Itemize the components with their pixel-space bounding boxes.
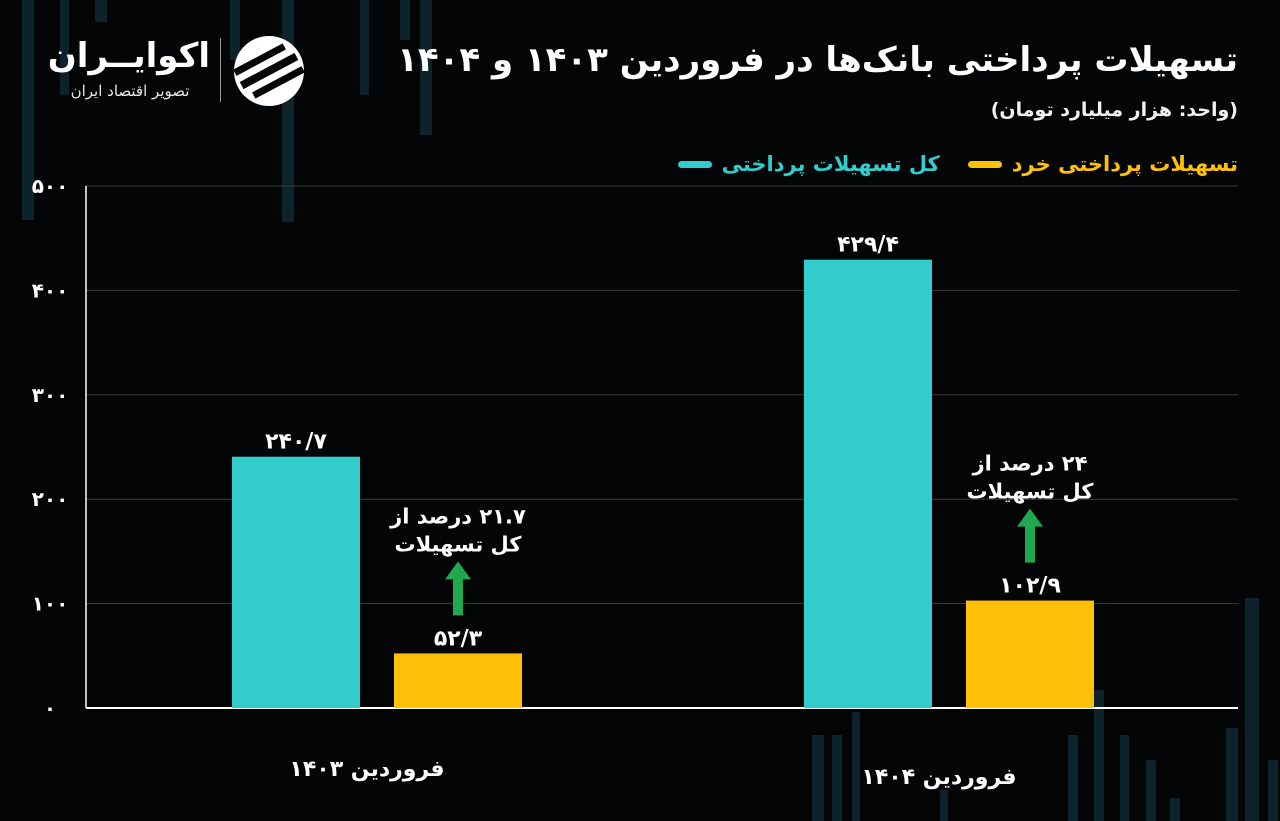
chart-title: تسهیلات پرداختی بانک‌ها در فروردین ۱۴۰۳ … (397, 40, 1238, 80)
legend-label-retail: تسهیلات پرداختی خرد (1011, 152, 1238, 176)
bar-total-0 (232, 456, 360, 708)
growth-arrow-head-1 (1017, 508, 1043, 527)
chart-legend: کل تسهیلات پرداختی تسهیلات پرداختی خرد (677, 152, 1238, 176)
brand-tagline: تصویر اقتصاد ایران (70, 82, 190, 100)
data-label-total-0: ۲۴۰/۷ (265, 430, 327, 455)
growth-arrow-shaft-0 (453, 577, 463, 616)
annotation-line1-1: ۲۴ درصد از (972, 452, 1088, 476)
legend-item-total: کل تسهیلات پرداختی (677, 152, 940, 176)
data-label-total-1: ۴۲۹/۴ (837, 233, 899, 258)
x-category-label-0: فروردین ۱۴۰۳ (289, 757, 444, 782)
brand-name: اکوایــران (47, 36, 210, 76)
logo-divider (220, 38, 221, 102)
legend-item-retail: تسهیلات پرداختی خرد (967, 152, 1238, 176)
legend-swatch-total (677, 160, 712, 168)
y-tick-label-300: ۳۰۰ (32, 383, 69, 407)
brand-logo: اکوایــران تصویر اقتصاد ایران (47, 30, 310, 110)
bar-retail-1 (966, 600, 1094, 708)
chart-subtitle-unit: (واحد: هزار میلیارد تومان) (990, 99, 1238, 121)
y-tick-label-500: ۵۰۰ (32, 174, 69, 198)
legend-label-total: کل تسهیلات پرداختی (721, 152, 940, 176)
bar-total-1 (804, 259, 932, 708)
y-tick-label-200: ۲۰۰ (32, 487, 69, 511)
legend-swatch-retail (967, 160, 1002, 168)
y-tick-label-400: ۴۰۰ (32, 278, 69, 302)
ekoiran-logo-icon (233, 36, 305, 106)
y-tick-label-100: ۱۰۰ (32, 592, 69, 616)
data-label-retail-1: ۱۰۲/۹ (999, 574, 1061, 599)
growth-arrow-head-0 (445, 561, 471, 580)
annotation-line1-0: ۲۱.۷ درصد از (389, 504, 526, 528)
bar-retail-0 (394, 653, 522, 708)
growth-arrow-shaft-1 (1025, 524, 1035, 563)
annotation-line2-0: کل تسهیلات (394, 532, 522, 556)
data-label-retail-0: ۵۲/۳ (434, 626, 483, 651)
annotation-line2-1: کل تسهیلات (966, 480, 1094, 504)
y-tick-label-0: ۰ (44, 696, 56, 720)
x-category-label-1: فروردین ۱۴۰۴ (861, 765, 1016, 790)
